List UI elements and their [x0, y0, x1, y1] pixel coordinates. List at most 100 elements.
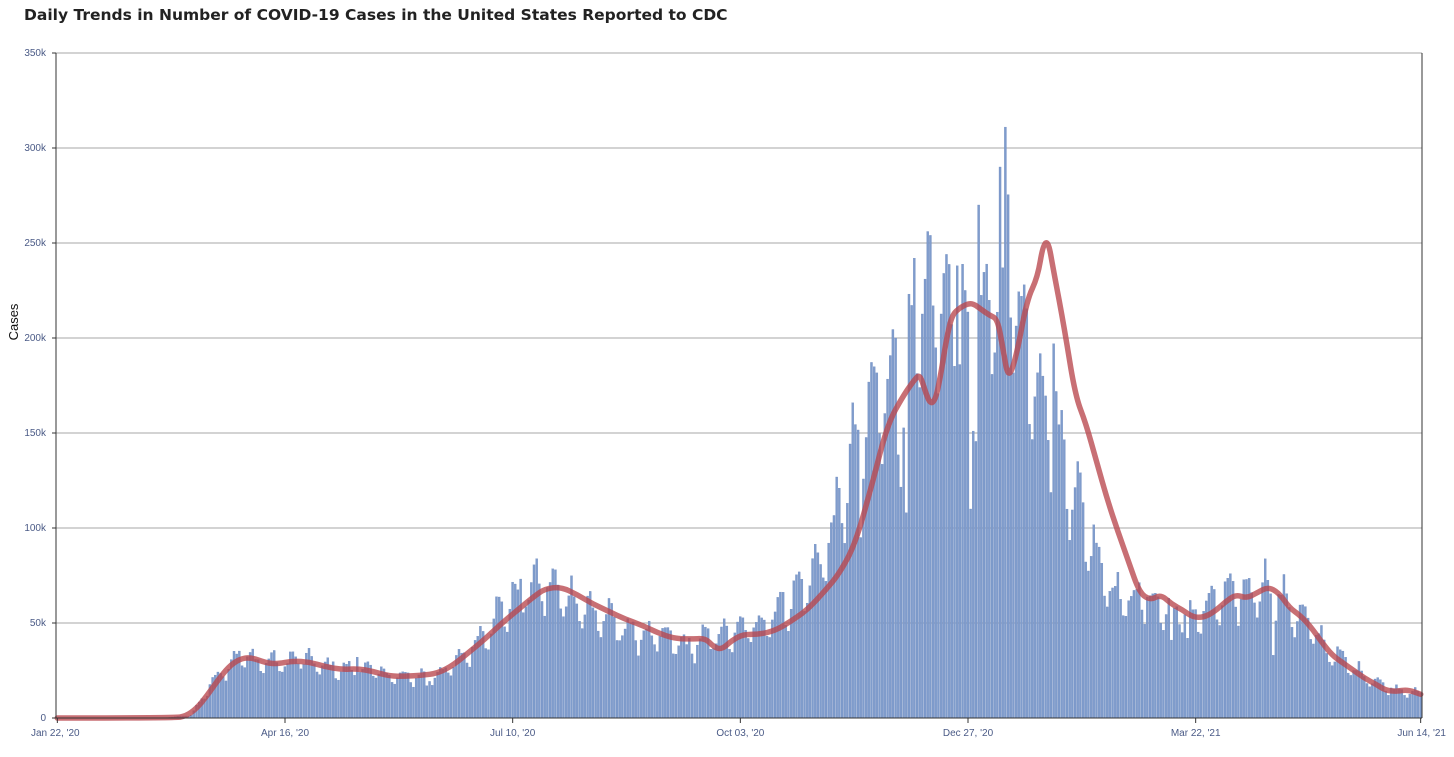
- bar-day-221: [647, 620, 651, 719]
- bar-day-440: [1234, 606, 1237, 719]
- bar-day-346: [982, 272, 986, 719]
- bar-day-181: [540, 601, 544, 719]
- bar-day-451: [1264, 558, 1267, 719]
- bar-day-147: [449, 675, 453, 719]
- bar-day-361: [1022, 284, 1026, 719]
- bar-day-308: [881, 464, 884, 719]
- y-tick-label: 350k: [24, 48, 47, 59]
- y-tick-label: 200k: [24, 333, 47, 344]
- bar-day-253: [733, 632, 737, 719]
- bar-day-269: [776, 597, 779, 719]
- bar-day-266: [768, 637, 771, 719]
- bar-day-383: [1081, 502, 1085, 719]
- bar-day-218: [639, 639, 643, 719]
- bar-day-334: [950, 324, 954, 719]
- bar-day-490: [1368, 686, 1371, 719]
- bar-day-195: [578, 621, 581, 719]
- bar-day-237: [690, 653, 694, 719]
- bar-day-391: [1103, 595, 1106, 719]
- bar-day-226: [661, 628, 664, 719]
- bar-day-292: [838, 487, 841, 719]
- bar-day-205: [605, 614, 608, 719]
- bar-day-486: [1357, 661, 1361, 719]
- bar-day-377: [1065, 508, 1069, 719]
- bar-day-105: [337, 679, 340, 719]
- bar-day-250: [725, 625, 729, 719]
- bar-day-270: [779, 591, 782, 719]
- bar-day-387: [1092, 524, 1095, 719]
- bar-day-417: [1172, 608, 1176, 719]
- bar-day-168: [506, 631, 509, 719]
- bar-day-219: [642, 630, 646, 719]
- bar-day-228: [666, 627, 670, 719]
- bar-day-369: [1044, 395, 1047, 719]
- bar-day-315: [899, 486, 903, 719]
- bar-day-388: [1095, 542, 1098, 719]
- bar-day-223: [653, 644, 656, 719]
- x-tick-label: Oct 03, '20: [716, 728, 764, 739]
- bar-day-408: [1148, 595, 1152, 719]
- bar-day-182: [543, 615, 546, 719]
- bar-day-375: [1060, 410, 1063, 719]
- bar-day-83: [278, 671, 281, 719]
- bar-day-442: [1239, 599, 1243, 719]
- bar-day-467: [1306, 617, 1310, 719]
- bar-day-78: [264, 663, 268, 719]
- y-tick-label: 250k: [24, 238, 47, 249]
- bar-day-164: [495, 596, 498, 719]
- bar-day-187: [556, 584, 560, 719]
- bar-day-99: [321, 665, 324, 719]
- bar-day-460: [1288, 607, 1291, 719]
- bar-day-349: [990, 374, 994, 719]
- bar-day-341: [969, 508, 972, 719]
- bar-day-474: [1325, 653, 1329, 719]
- bar-day-482: [1347, 672, 1350, 719]
- bar-day-153: [465, 662, 469, 719]
- bar-day-325: [926, 231, 929, 719]
- bar-day-327: [931, 305, 935, 719]
- bar-day-464: [1298, 604, 1302, 719]
- bar-day-419: [1178, 624, 1181, 719]
- bar-day-347: [985, 263, 988, 719]
- bar-day-431: [1210, 585, 1213, 719]
- y-tick-label: 50k: [30, 618, 47, 629]
- bar-day-209: [615, 640, 619, 719]
- bar-day-213: [626, 618, 629, 719]
- bar-day-450: [1261, 582, 1264, 719]
- bar-day-293: [840, 523, 844, 719]
- bar-day-463: [1296, 621, 1299, 719]
- bar-day-317: [905, 512, 908, 719]
- bar-day-299: [856, 429, 860, 719]
- bar-day-485: [1355, 670, 1358, 719]
- bar-day-245: [712, 648, 715, 719]
- bar-day-306: [875, 372, 879, 719]
- bar-day-184: [548, 582, 552, 719]
- bar-day-190: [564, 606, 568, 719]
- bar-day-399: [1124, 616, 1128, 719]
- bar-day-444: [1245, 579, 1248, 719]
- bar-day-475: [1328, 661, 1331, 719]
- bar-day-421: [1183, 614, 1187, 719]
- bar-day-496: [1384, 690, 1387, 719]
- bar-day-506: [1411, 690, 1414, 719]
- bar-day-367: [1039, 353, 1042, 719]
- bar-day-210: [618, 640, 621, 719]
- bar-day-488: [1363, 676, 1366, 719]
- bar-day-366: [1036, 372, 1039, 719]
- bar-day-199: [589, 591, 592, 719]
- bar-day-288: [827, 542, 830, 719]
- bar-day-339: [964, 290, 967, 719]
- bar-day-462: [1293, 637, 1296, 719]
- bar-day-483: [1349, 675, 1353, 719]
- bar-day-360: [1020, 296, 1023, 719]
- bar-day-394: [1111, 587, 1114, 719]
- bar-day-161: [487, 649, 490, 719]
- bar-day-415: [1167, 598, 1170, 719]
- bar-day-134: [414, 678, 418, 719]
- bar-day-274: [789, 608, 793, 719]
- bar-day-364: [1030, 439, 1034, 719]
- bar-day-470: [1314, 635, 1318, 719]
- bar-day-231: [674, 653, 678, 719]
- bar-day-77: [262, 673, 265, 719]
